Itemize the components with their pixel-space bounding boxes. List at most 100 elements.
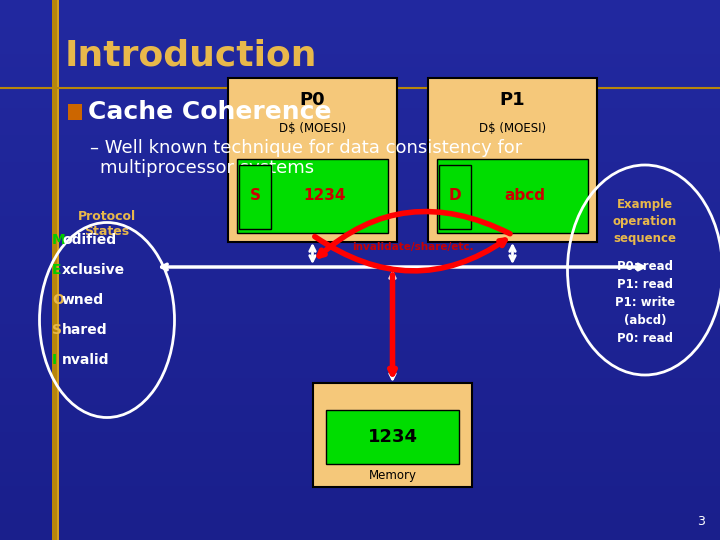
Bar [0,387,720,388]
Text: invalidate/share/etc.: invalidate/share/etc. [351,242,473,252]
Bar [0,277,720,278]
Bar [0,470,720,471]
Bar [0,463,720,464]
Bar [0,525,720,526]
Bar [0,55,720,56]
Bar [0,352,720,353]
Bar [0,112,720,113]
Bar [0,351,720,352]
Bar [0,495,720,496]
Bar [0,480,720,481]
Bar [0,397,720,398]
Bar [0,294,720,295]
FancyBboxPatch shape [313,383,472,487]
Bar [0,448,720,449]
Bar [0,67,720,68]
Bar [0,230,720,231]
Bar [0,98,720,99]
Bar [0,157,720,158]
Bar [0,68,720,69]
Bar [0,369,720,370]
Bar [0,417,720,418]
Bar [0,129,720,130]
Bar [0,422,720,423]
Bar [0,308,720,309]
Bar [0,25,720,26]
Bar [0,494,720,495]
Bar [0,477,720,478]
Bar [0,212,720,213]
Text: Introduction: Introduction [65,38,318,72]
Bar [0,389,720,390]
Bar [0,198,720,199]
Bar [0,301,720,302]
Bar [0,88,720,89]
Bar [0,12,720,13]
Bar [0,145,720,146]
Bar [0,364,720,365]
Bar [0,382,720,383]
Bar [0,289,720,290]
Bar [0,125,720,126]
Bar [0,455,720,456]
Bar [0,333,720,334]
Bar [0,435,720,436]
Bar [0,122,720,123]
Bar [0,283,720,284]
Bar [0,234,720,235]
Bar [0,404,720,405]
Bar [0,74,720,75]
Bar [0,219,720,220]
Bar [0,11,720,12]
Bar [0,189,720,190]
Bar [68,104,82,120]
Text: D$ (MOESI): D$ (MOESI) [479,122,546,134]
Bar [0,440,720,441]
Bar [0,501,720,502]
Bar [0,41,720,42]
Bar [0,457,720,458]
Bar [0,462,720,463]
FancyBboxPatch shape [239,165,271,229]
Bar [0,336,720,337]
Bar [0,532,720,533]
Bar [0,133,720,134]
Bar [0,152,720,153]
Bar [0,310,720,311]
Bar [0,151,720,152]
Bar [0,315,720,316]
Bar [0,517,720,518]
Bar [0,89,720,90]
Bar [0,161,720,162]
Text: D: D [449,188,462,204]
Bar [0,538,720,539]
Bar [0,488,720,489]
Bar [0,259,720,260]
Bar [0,453,720,454]
Bar [0,134,720,135]
Bar [0,200,720,201]
Bar [0,521,720,522]
Bar [0,195,720,196]
Bar [0,395,720,396]
Bar [0,115,720,116]
Bar [0,460,720,461]
Bar [0,403,720,404]
Bar [0,253,720,254]
Bar [0,476,720,477]
Bar [0,19,720,20]
Bar [0,314,720,315]
Bar [0,209,720,210]
Bar [0,136,720,137]
Bar [0,128,720,129]
Bar [0,420,720,421]
Bar [0,383,720,384]
Bar [0,377,720,378]
Bar [0,533,720,534]
Bar [0,319,720,320]
Bar [0,443,720,444]
Bar [0,357,720,358]
Bar [0,227,720,228]
Bar [0,458,720,459]
Bar [0,273,720,274]
